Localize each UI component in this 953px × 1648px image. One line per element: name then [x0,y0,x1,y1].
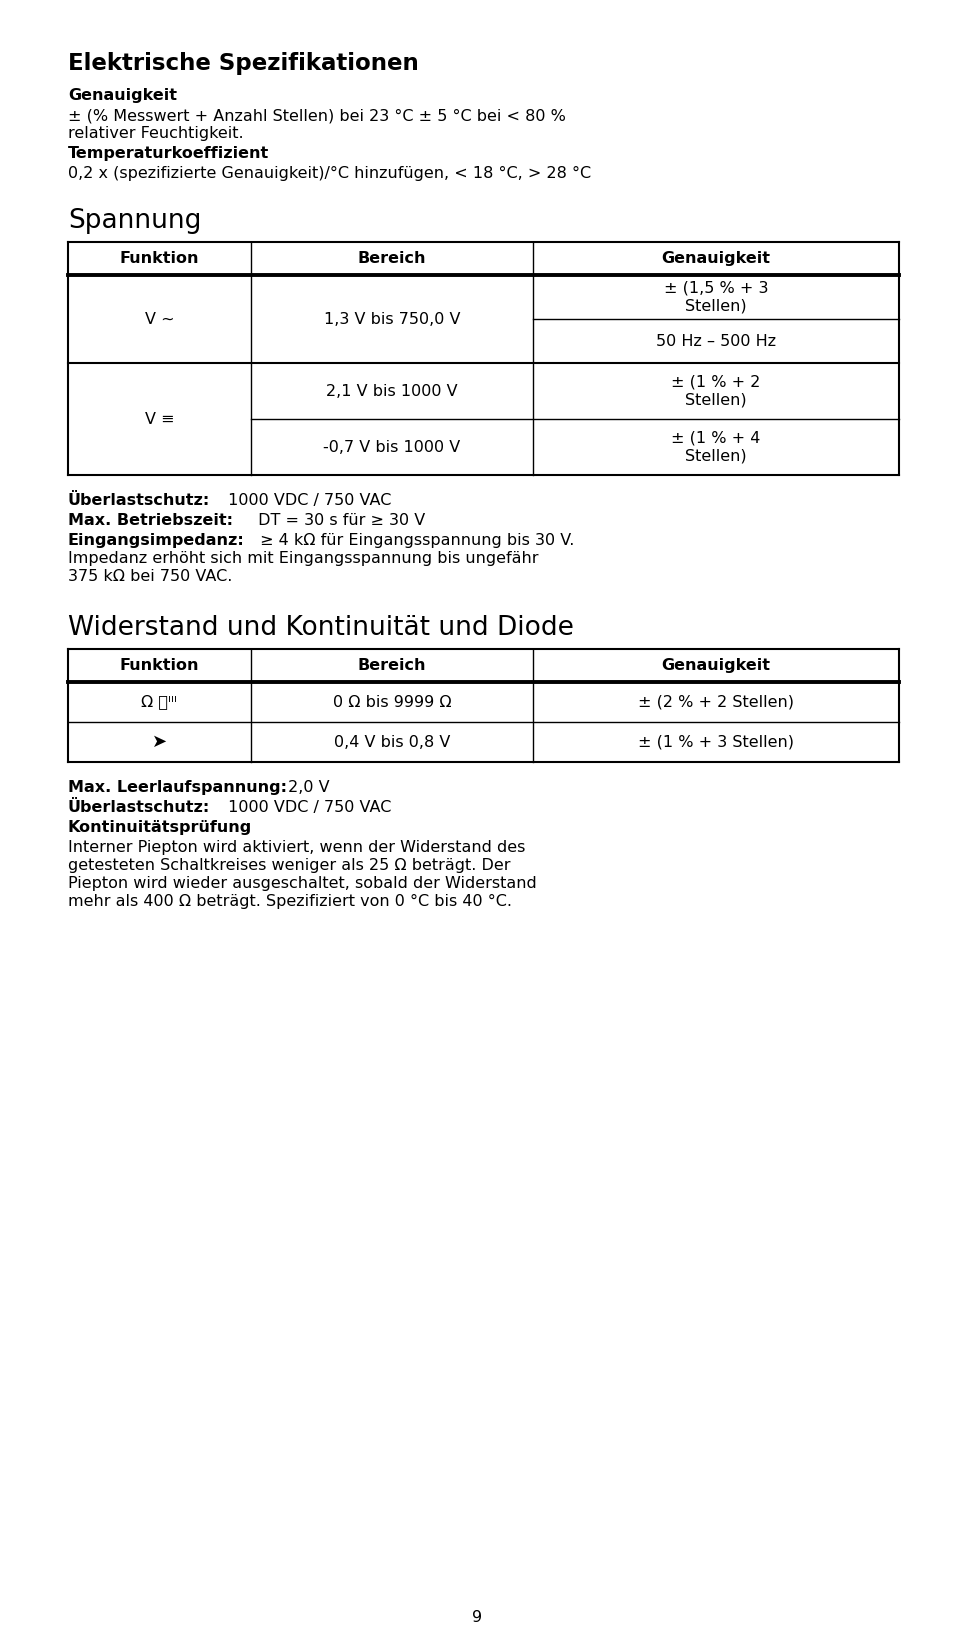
Text: Piepton wird wieder ausgeschaltet, sobald der Widerstand: Piepton wird wieder ausgeschaltet, sobal… [68,877,537,892]
Text: 2,1 V bis 1000 V: 2,1 V bis 1000 V [326,384,457,399]
Text: Interner Piepton wird aktiviert, wenn der Widerstand des: Interner Piepton wird aktiviert, wenn de… [68,840,525,855]
Text: 1000 VDC / 750 VAC: 1000 VDC / 750 VAC [223,493,391,508]
Text: 0 Ω bis 9999 Ω: 0 Ω bis 9999 Ω [333,694,451,710]
Text: ± (2 % + 2 Stellen): ± (2 % + 2 Stellen) [638,694,793,710]
Text: 50 Hz – 500 Hz: 50 Hz – 500 Hz [656,333,776,348]
Text: Eingangsimpedanz:: Eingangsimpedanz: [68,532,245,549]
Text: Max. Betriebszeit:: Max. Betriebszeit: [68,513,233,527]
Text: Bereich: Bereich [357,250,426,265]
Text: 1000 VDC / 750 VAC: 1000 VDC / 750 VAC [223,799,391,816]
Text: 0,4 V bis 0,8 V: 0,4 V bis 0,8 V [334,735,450,750]
Text: ± (1,5 % + 3
Stellen): ± (1,5 % + 3 Stellen) [663,280,767,313]
Text: Temperaturkoeffizient: Temperaturkoeffizient [68,147,269,162]
Text: 9: 9 [472,1610,481,1625]
Text: Funktion: Funktion [119,658,199,672]
Text: 0,2 x (spezifizierte Genauigkeit)/°C hinzufügen, < 18 °C, > 28 °C: 0,2 x (spezifizierte Genauigkeit)/°C hin… [68,166,591,181]
Text: ≥ 4 kΩ für Eingangsspannung bis 30 V.: ≥ 4 kΩ für Eingangsspannung bis 30 V. [254,532,574,549]
Text: ± (1 % + 2
Stellen): ± (1 % + 2 Stellen) [671,374,760,407]
Text: Bereich: Bereich [357,658,426,672]
Text: relativer Feuchtigkeit.: relativer Feuchtigkeit. [68,125,243,142]
Text: ± (1 % + 4
Stellen): ± (1 % + 4 Stellen) [671,430,760,463]
Text: Elektrische Spezifikationen: Elektrische Spezifikationen [68,53,418,76]
Text: Max. Leerlaufspannung:: Max. Leerlaufspannung: [68,780,287,794]
Text: -0,7 V bis 1000 V: -0,7 V bis 1000 V [323,440,460,455]
Text: ± (% Messwert + Anzahl Stellen) bei 23 °C ± 5 °C bei < 80 %: ± (% Messwert + Anzahl Stellen) bei 23 °… [68,109,565,124]
Text: DT = 30 s für ≥ 30 V: DT = 30 s für ≥ 30 V [253,513,425,527]
Text: getesteten Schaltkreises weniger als 25 Ω beträgt. Der: getesteten Schaltkreises weniger als 25 … [68,859,510,873]
Text: ± (1 % + 3 Stellen): ± (1 % + 3 Stellen) [638,735,793,750]
Text: ➤: ➤ [152,733,167,751]
Text: 1,3 V bis 750,0 V: 1,3 V bis 750,0 V [323,311,460,326]
Text: 2,0 V: 2,0 V [283,780,330,794]
Text: Widerstand und Kontinuität und Diode: Widerstand und Kontinuität und Diode [68,615,574,641]
Text: Spannung: Spannung [68,208,201,234]
Text: Überlastschutz:: Überlastschutz: [68,493,210,508]
Text: Ω ᵜᴵᴵᴵ: Ω ᵜᴵᴵᴵ [141,694,177,710]
Text: Funktion: Funktion [119,250,199,265]
Text: V ~: V ~ [145,311,174,326]
Text: Kontinuitätsprüfung: Kontinuitätsprüfung [68,821,252,836]
Text: 375 kΩ bei 750 VAC.: 375 kΩ bei 750 VAC. [68,569,233,583]
Text: Genauigkeit: Genauigkeit [661,658,770,672]
Text: Überlastschutz:: Überlastschutz: [68,799,210,816]
Text: Genauigkeit: Genauigkeit [68,87,177,104]
Text: Genauigkeit: Genauigkeit [661,250,770,265]
Text: mehr als 400 Ω beträgt. Spezifiziert von 0 °C bis 40 °C.: mehr als 400 Ω beträgt. Spezifiziert von… [68,893,512,910]
Text: V ≡: V ≡ [145,412,174,427]
Text: Impedanz erhöht sich mit Eingangsspannung bis ungefähr: Impedanz erhöht sich mit Eingangsspannun… [68,550,537,565]
